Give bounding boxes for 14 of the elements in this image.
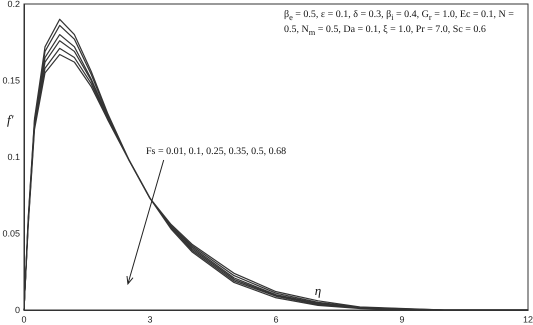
y-axis-title: f' [7,112,14,127]
x-tick-label: 12 [522,314,533,324]
x-axis-title: η [314,283,322,298]
x-tick-label: 3 [147,314,153,324]
x-tick-label: 0 [21,314,27,324]
y-tick-label: 0.2 [7,0,20,9]
y-tick-label: 0 [14,305,20,315]
y-tick-label: 0.15 [2,76,20,86]
annotation: Fs = 0.01, 0.1, 0.25, 0.35, 0.5, 0.68 [146,146,286,158]
x-tick-label: 9 [399,314,405,324]
text: β$_{e}$ = 0.5, ε = 0.1, δ = 0.3, β$_{i}$ = 0.4, G$_{r}$ = 1.0, Ec = 0.1, N = 0.5, N$_{m}$ = 0.5, Da = 0.1, ξ = 1.0, Pr = 7.0, Sc = 0.6 [284,9,514,37]
x-tick-label: 6 [273,314,279,324]
y-tick-label: 0.05 [2,228,20,238]
y-tick-label: 0.1 [7,152,20,162]
